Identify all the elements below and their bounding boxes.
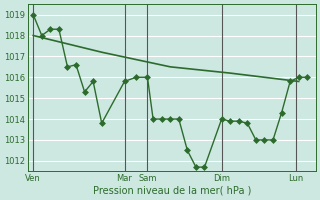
X-axis label: Pression niveau de la mer( hPa ): Pression niveau de la mer( hPa ) bbox=[93, 186, 251, 196]
